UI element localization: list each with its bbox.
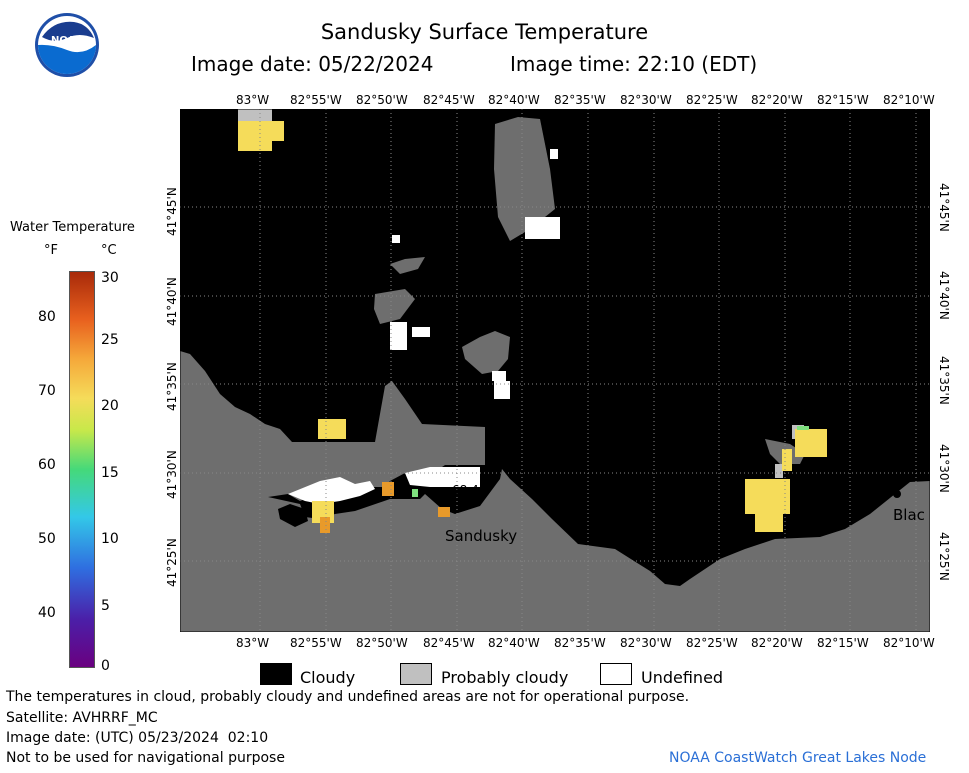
lon-label: 82°10'W: [883, 636, 935, 650]
undefined-area: [405, 467, 480, 487]
legend-undefined-label: Undefined: [641, 668, 724, 687]
lon-label: 82°25'W: [686, 636, 738, 650]
land-area: [462, 331, 510, 374]
undefined-patch: [390, 322, 407, 350]
lat-label: 41°25'N: [937, 532, 951, 581]
lon-label: 82°15'W: [817, 636, 869, 650]
land-area: [180, 351, 930, 632]
land-area: [374, 289, 415, 324]
legend-cloudy-label: Cloudy: [300, 668, 356, 687]
c-tick: 0: [101, 658, 110, 674]
graticule: [180, 109, 930, 632]
c-tick: 5: [101, 598, 110, 614]
image-time: Image time: 22:10 (EDT): [510, 52, 758, 76]
c-tick: 15: [101, 465, 119, 481]
lon-label: 82°20'W: [751, 93, 803, 107]
colorbar-title: Water Temperature: [10, 220, 135, 235]
f-tick: 70: [38, 383, 56, 399]
lon-label: 82°10'W: [883, 93, 935, 107]
lon-label: 82°30'W: [620, 636, 672, 650]
c-tick: 20: [101, 398, 119, 414]
c-tick: 30: [101, 270, 119, 286]
lat-label: 41°40'N: [937, 271, 951, 320]
image-date: Image date: 05/22/2024: [191, 52, 434, 76]
sst-warm-pixels: [238, 121, 827, 532]
lon-label: 82°15'W: [817, 93, 869, 107]
lon-label: 82°35'W: [554, 636, 606, 650]
disclaimer-text: The temperatures in cloud, probably clou…: [6, 689, 690, 705]
undefined-patch: [494, 381, 510, 399]
undefined-patch: [412, 327, 430, 337]
legend-undefined-swatch: [600, 663, 632, 685]
city-label: Sandusky: [445, 527, 517, 545]
noaa-logo: NOAA: [35, 13, 99, 77]
legend-probably-cloudy-swatch: [400, 663, 432, 685]
c-tick: 25: [101, 332, 119, 348]
lon-label: 82°55'W: [290, 636, 342, 650]
lon-label: 82°40'W: [488, 636, 540, 650]
lon-label: 82°45'W: [423, 636, 475, 650]
station-marker: [893, 490, 901, 498]
utc-date-text: Image date: (UTC) 05/23/2024 02:10: [6, 730, 269, 746]
satellite-text: Satellite: AVHRRF_MC: [6, 710, 158, 726]
city-label-partial: Blac: [893, 506, 925, 524]
noaa-logo-text: NOAA: [51, 35, 83, 46]
land-area: [494, 117, 555, 241]
colorbar-unit-c: °C: [101, 243, 117, 258]
undefined-patch: [550, 149, 558, 159]
legend-cloudy-swatch: [260, 663, 292, 685]
lon-label: 82°25'W: [686, 93, 738, 107]
lon-label: 82°40'W: [488, 93, 540, 107]
legend-probably-cloudy-label: Probably cloudy: [441, 668, 569, 687]
undefined-patch: [525, 217, 560, 239]
colorbar-unit-f: °F: [44, 243, 58, 258]
undefined-patch: [492, 371, 506, 381]
f-tick: 60: [38, 457, 56, 473]
lon-label: 83°W: [236, 636, 270, 650]
f-tick: 80: [38, 309, 56, 325]
sst-cool-pixels: [412, 426, 809, 497]
f-tick: 40: [38, 605, 56, 621]
lon-label: 82°35'W: [554, 93, 606, 107]
credit-text: NOAA CoastWatch Great Lakes Node: [669, 750, 927, 766]
lat-label: 41°30'N: [165, 450, 179, 499]
lon-label: 82°55'W: [290, 93, 342, 107]
lat-label: 41°40'N: [165, 277, 179, 326]
lon-label: 82°50'W: [356, 93, 408, 107]
nav-warning-text: Not to be used for navigational purpose: [6, 750, 285, 766]
lon-label: 83°W: [236, 93, 270, 107]
probably-cloudy-patch: [775, 464, 783, 478]
lon-label: 82°20'W: [751, 636, 803, 650]
c-tick: 10: [101, 531, 119, 547]
land-area: [390, 257, 425, 274]
lon-label: 82°45'W: [423, 93, 475, 107]
lat-label: 41°25'N: [165, 538, 179, 587]
lon-label: 82°30'W: [620, 93, 672, 107]
lat-label: 41°35'N: [165, 362, 179, 411]
lat-label: 41°35'N: [937, 356, 951, 405]
colorbar: [69, 271, 95, 668]
lat-label: 41°45'N: [937, 183, 951, 232]
sst-map: 68.4 Sandusky Blac: [180, 109, 930, 632]
map-title: Sandusky Surface Temperature: [320, 20, 649, 44]
cloudy-area: [278, 504, 308, 527]
lat-label: 41°45'N: [165, 187, 179, 236]
undefined-patch: [392, 235, 400, 243]
lon-label: 82°50'W: [356, 636, 408, 650]
reading-label: 68.4: [452, 483, 479, 497]
f-tick: 50: [38, 531, 56, 547]
lat-label: 41°30'N: [937, 444, 951, 493]
